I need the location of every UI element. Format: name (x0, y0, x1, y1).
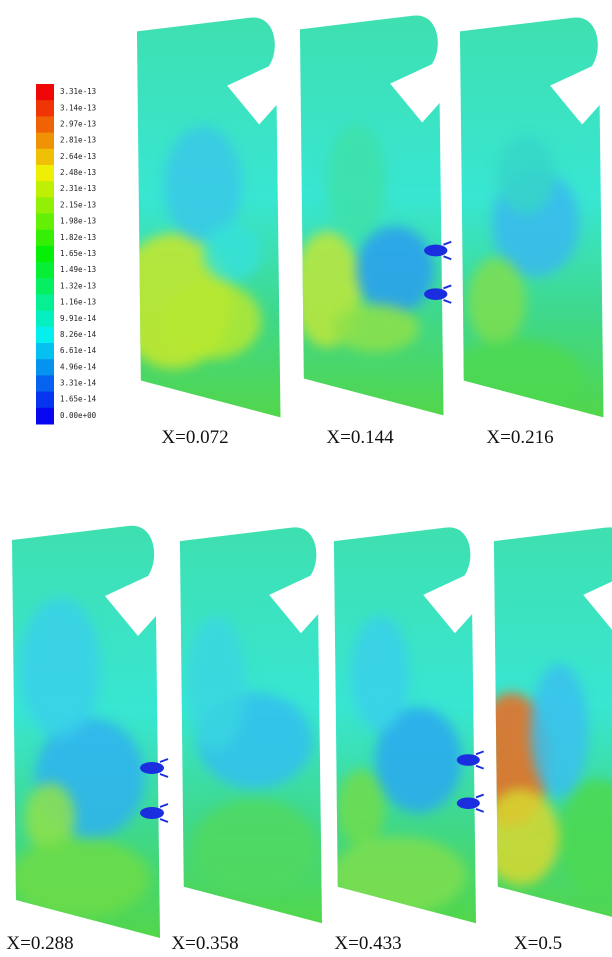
colorbar-label: 3.14e-13 (60, 103, 96, 112)
contour-region (12, 838, 150, 918)
contour-fill (493, 664, 612, 895)
contour-region (25, 783, 75, 853)
panel-label: X=0.072 (161, 427, 228, 448)
colorbar-swatch (36, 294, 54, 312)
contour-region (331, 303, 420, 353)
colorbar-swatch (36, 84, 54, 101)
injector-jet (159, 803, 169, 823)
contour-fill (12, 598, 150, 918)
colorbar-label: 2.81e-13 (60, 136, 96, 145)
injector (456, 754, 480, 766)
contour-region (375, 707, 462, 813)
colorbar-label: 2.15e-13 (60, 200, 96, 209)
panel-label: X=0.433 (334, 933, 401, 954)
contour-region (164, 126, 242, 243)
panel-label: X=0.5 (514, 933, 562, 954)
colorbar-swatch (36, 229, 54, 247)
injector (456, 797, 480, 809)
colorbar-label: 2.97e-13 (60, 119, 96, 128)
injector-jet (475, 750, 485, 770)
colorbar-swatch (36, 262, 54, 279)
panel-label: X=0.288 (6, 933, 73, 954)
colorbar-label: 3.31e-13 (60, 87, 96, 96)
colorbar-label: 1.65e-13 (60, 249, 96, 258)
colorbar-label: 1.16e-13 (60, 298, 96, 307)
colorbar-swatch (36, 116, 54, 134)
contour-region (187, 616, 246, 751)
contour-region (20, 598, 100, 738)
panel-label: X=0.144 (326, 427, 394, 448)
colorbar-swatch (36, 181, 54, 198)
colorbar-swatch (36, 310, 54, 328)
contour-region (459, 339, 585, 418)
colorbar-label: 2.48e-13 (60, 168, 96, 177)
contour-panel (136, 17, 281, 418)
colorbar-label: 1.65e-14 (60, 395, 97, 404)
colorbar-swatch (36, 148, 54, 166)
contour-panel (493, 527, 612, 924)
contour-region (496, 136, 555, 214)
colorbar-swatch (36, 343, 54, 360)
injector (424, 244, 448, 257)
colorbar-label: 2.31e-13 (60, 184, 96, 193)
colorbar-swatch (36, 213, 54, 231)
injector-jet (475, 793, 485, 813)
panel-label: X=0.216 (486, 427, 553, 448)
contour-region (467, 257, 526, 345)
injector-jet (443, 284, 452, 304)
colorbar-swatch (36, 245, 54, 263)
injector-jet (159, 758, 169, 778)
contour-fill (187, 616, 318, 895)
colorbar-label: 6.61e-14 (60, 346, 97, 355)
injector (140, 807, 164, 819)
colorbar-swatch (36, 375, 54, 393)
colorbar-label: 4.96e-14 (60, 362, 97, 371)
contour-panel (12, 525, 169, 938)
contour-fill (136, 126, 262, 369)
contour-region (202, 223, 262, 282)
contour-panel (333, 527, 485, 924)
colorbar-label: 3.31e-14 (60, 379, 97, 388)
contour-region (530, 664, 588, 799)
colorbar-label: 1.32e-13 (60, 281, 96, 290)
contour-region (192, 798, 318, 895)
contour-fill (299, 124, 434, 353)
colorbar-label: 1.98e-13 (60, 217, 96, 226)
contour-panel (459, 17, 604, 418)
injector (140, 762, 164, 774)
colorbar-swatch (36, 132, 54, 150)
colorbar-swatch (36, 407, 54, 425)
colorbar-swatch (36, 278, 54, 295)
colorbar-swatch (36, 326, 54, 344)
contour-region (333, 836, 467, 914)
injector-jet (443, 240, 452, 261)
injector (424, 288, 448, 300)
colorbar-swatch (36, 197, 54, 215)
colorbar-label: 1.49e-13 (60, 265, 96, 274)
contour-panel (179, 527, 322, 924)
contour-region (356, 226, 434, 314)
contour-region (559, 779, 612, 895)
contour-fill (333, 616, 467, 914)
colorbar-swatch (36, 100, 54, 117)
colorbar-label: 0.00e+00 (60, 411, 97, 420)
colorbar-label: 1.82e-13 (60, 233, 96, 242)
colorbar-swatch (36, 391, 54, 409)
colorbar-swatch (36, 164, 54, 182)
contour-region (336, 769, 385, 847)
contour-region (327, 124, 386, 241)
colorbar-label: 8.26e-14 (60, 330, 97, 339)
contour-region (351, 616, 409, 732)
panel-label: X=0.358 (171, 933, 238, 954)
contour-region (164, 281, 262, 360)
contour-panel (299, 15, 452, 416)
contour-region (493, 788, 560, 885)
colorbar-label: 9.91e-14 (60, 314, 97, 323)
colorbar-swatch (36, 359, 54, 376)
colorbar-label: 2.64e-13 (60, 152, 96, 161)
